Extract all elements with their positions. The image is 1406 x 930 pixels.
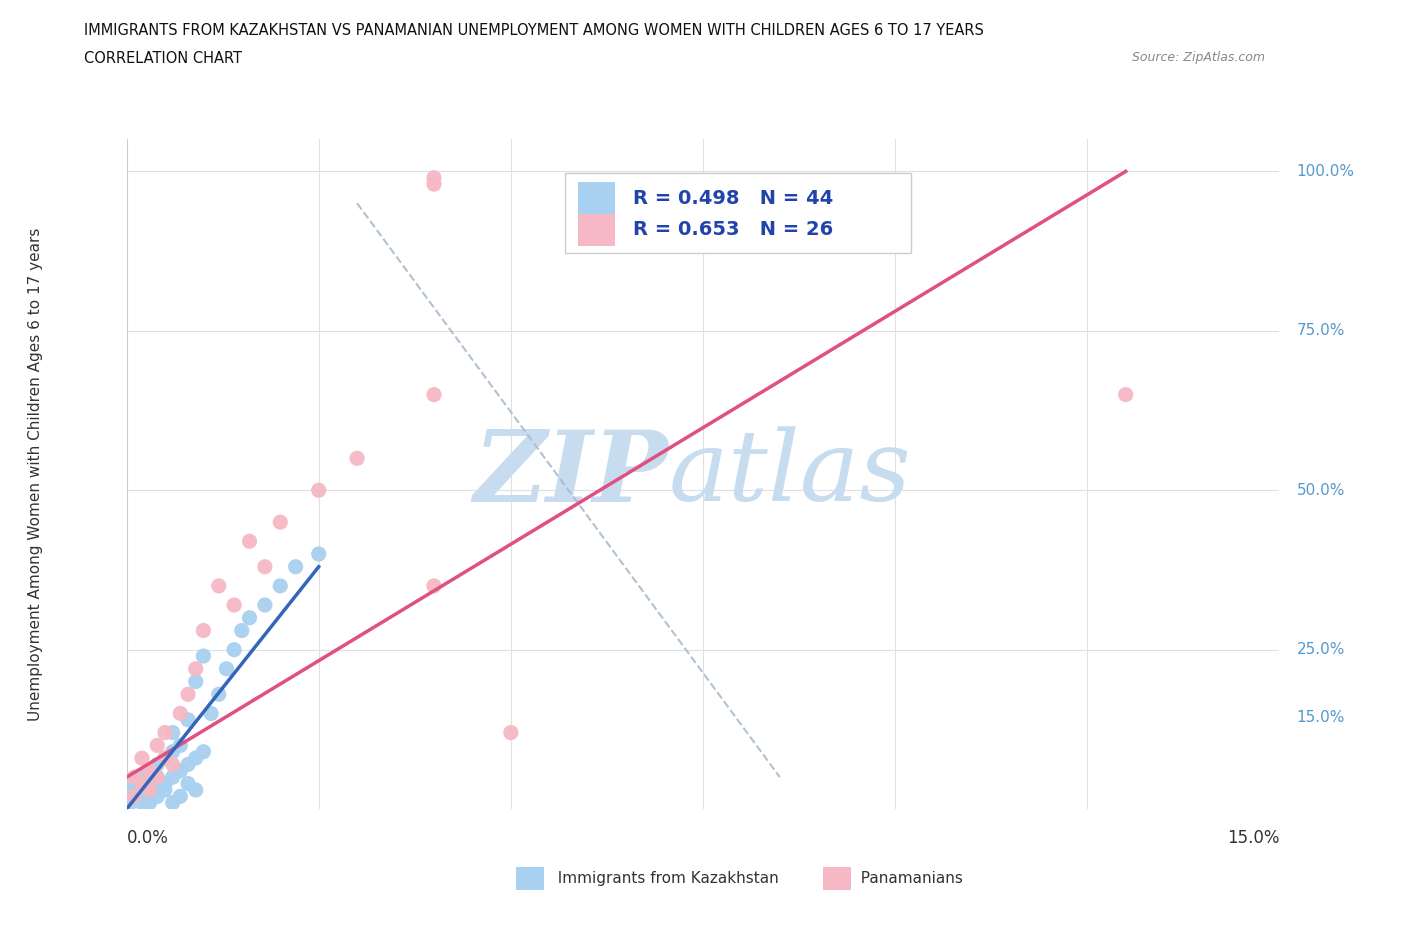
Point [423, 170, 446, 185]
Point [269, 578, 291, 593]
Point [184, 782, 207, 797]
Point [162, 725, 184, 740]
Point [122, 782, 145, 797]
Point [884, 177, 907, 192]
Point [423, 578, 446, 593]
Text: 15.0%: 15.0% [1227, 830, 1279, 847]
FancyBboxPatch shape [565, 173, 911, 253]
Text: 75.0%: 75.0% [1296, 324, 1346, 339]
Point [153, 725, 176, 740]
Bar [578, 182, 616, 215]
Point [146, 757, 169, 772]
Point [193, 744, 215, 759]
Point [138, 795, 160, 810]
Point [131, 751, 153, 765]
Point [499, 725, 522, 740]
Text: 100.0%: 100.0% [1296, 164, 1355, 179]
Point [177, 687, 200, 702]
Text: ZIP: ZIP [474, 426, 668, 523]
Point [423, 387, 446, 402]
Point [224, 643, 246, 658]
Point [146, 737, 169, 752]
Point [153, 782, 176, 797]
Point [177, 712, 200, 727]
Point [238, 610, 260, 625]
Point [308, 483, 330, 498]
Point [153, 751, 176, 765]
Point [238, 534, 260, 549]
Text: R = 0.653   N = 26: R = 0.653 N = 26 [633, 220, 832, 239]
Point [346, 451, 368, 466]
Text: R = 0.498   N = 44: R = 0.498 N = 44 [633, 189, 832, 208]
Point [138, 764, 160, 778]
Point [131, 777, 153, 791]
Text: Panamanians: Panamanians [851, 871, 963, 886]
Point [131, 782, 153, 797]
Bar [578, 214, 616, 246]
Point [127, 789, 149, 804]
Bar [516, 867, 544, 890]
Point [253, 598, 276, 613]
Text: 0.0%: 0.0% [127, 830, 169, 847]
Text: Immigrants from Kazakhstan: Immigrants from Kazakhstan [548, 871, 779, 886]
Point [120, 795, 142, 810]
Point [162, 795, 184, 810]
Point [184, 751, 207, 765]
Point [162, 757, 184, 772]
Point [193, 648, 215, 663]
Point [177, 777, 200, 791]
Text: Source: ZipAtlas.com: Source: ZipAtlas.com [1132, 51, 1265, 64]
Point [184, 661, 207, 676]
Point [208, 578, 231, 593]
Point [269, 514, 291, 529]
Point [122, 789, 145, 804]
Point [162, 744, 184, 759]
Point [146, 770, 169, 785]
Point [153, 751, 176, 765]
Point [122, 770, 145, 785]
Point [423, 177, 446, 192]
Point [208, 687, 231, 702]
Point [138, 777, 160, 791]
Text: 50.0%: 50.0% [1296, 483, 1346, 498]
Point [162, 770, 184, 785]
Point [122, 789, 145, 804]
Point [169, 737, 191, 752]
Point [193, 623, 215, 638]
Text: 25.0%: 25.0% [1296, 643, 1346, 658]
Point [131, 770, 153, 785]
Point [177, 757, 200, 772]
Point [146, 782, 169, 797]
Point [138, 764, 160, 778]
Text: IMMIGRANTS FROM KAZAKHSTAN VS PANAMANIAN UNEMPLOYMENT AMONG WOMEN WITH CHILDREN : IMMIGRANTS FROM KAZAKHSTAN VS PANAMANIAN… [84, 23, 984, 38]
Point [169, 764, 191, 778]
Text: atlas: atlas [668, 427, 911, 522]
Point [224, 598, 246, 613]
Point [215, 661, 238, 676]
Point [138, 782, 160, 797]
Point [184, 674, 207, 689]
Point [169, 789, 191, 804]
Text: Unemployment Among Women with Children Ages 6 to 17 years: Unemployment Among Women with Children A… [28, 228, 42, 721]
Point [153, 777, 176, 791]
Bar [823, 867, 851, 890]
Point [200, 706, 222, 721]
Point [131, 795, 153, 810]
Point [231, 623, 253, 638]
Point [122, 777, 145, 791]
Point [146, 770, 169, 785]
Point [138, 789, 160, 804]
Point [253, 559, 276, 574]
Text: CORRELATION CHART: CORRELATION CHART [84, 51, 242, 66]
Point [1115, 387, 1137, 402]
Text: 15.0%: 15.0% [1296, 711, 1346, 725]
Point [146, 789, 169, 804]
Point [308, 547, 330, 562]
Point [284, 559, 307, 574]
Point [169, 706, 191, 721]
